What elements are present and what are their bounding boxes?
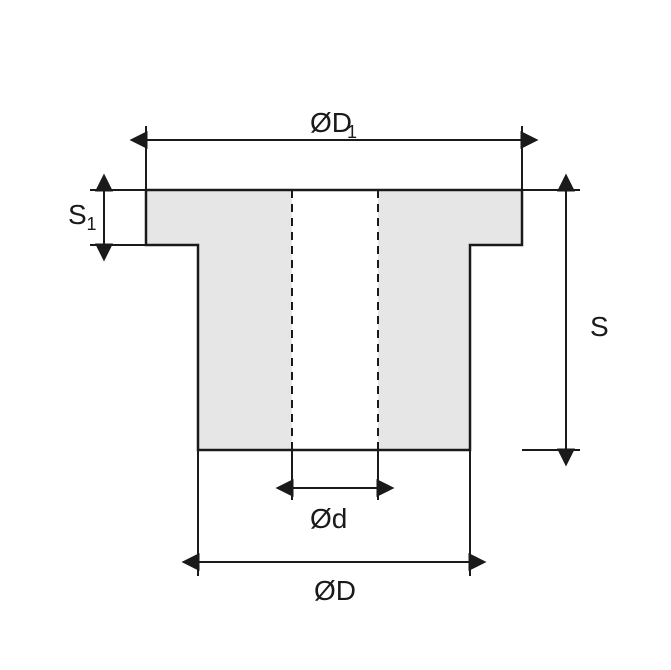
svg-text:Ød: Ød [310, 503, 347, 534]
svg-text:S: S [590, 311, 609, 342]
svg-text:1: 1 [86, 214, 96, 234]
svg-text:ØD: ØD [310, 107, 352, 138]
svg-text:S: S [68, 199, 87, 230]
svg-text:1: 1 [347, 122, 357, 142]
bushing-technical-drawing: ØD1ØdØDSS1 [0, 0, 671, 670]
svg-text:ØD: ØD [314, 575, 356, 606]
